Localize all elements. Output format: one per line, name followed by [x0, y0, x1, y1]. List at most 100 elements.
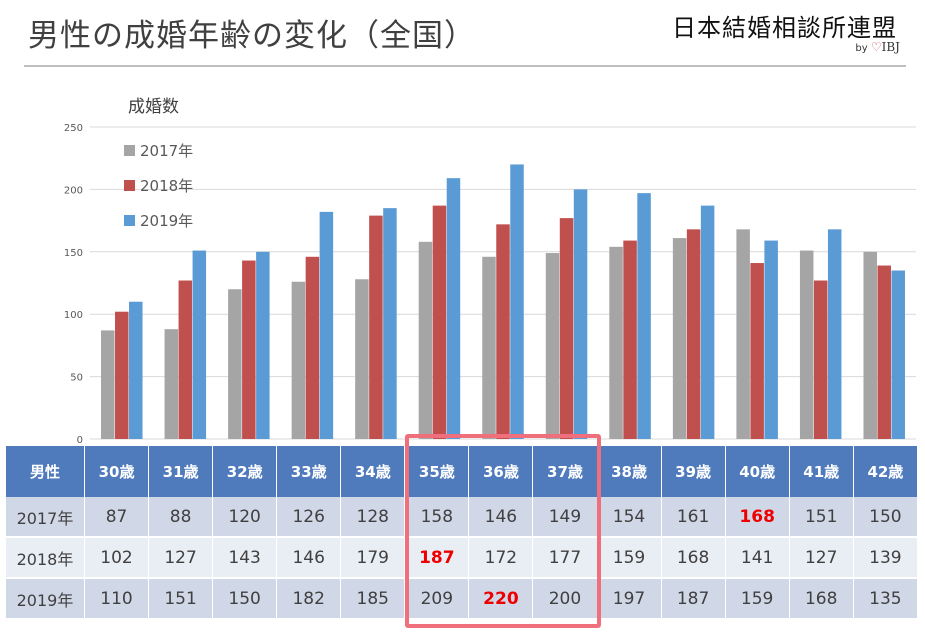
table-cell: 149 [533, 497, 598, 538]
bar-2019年-37歳 [573, 189, 588, 439]
title-divider [24, 65, 906, 67]
bar-2019年-40歳 [764, 240, 778, 439]
table-cell: 126 [277, 497, 342, 538]
table-cell: 209 [405, 579, 470, 620]
bar-2019年-36歳 [510, 164, 524, 439]
table-cell: 146 [277, 538, 342, 579]
page-title: 男性の成婚年齢の変化（全国） [28, 18, 476, 54]
bar-2017年-32歳 [228, 289, 242, 439]
table-cell: 182 [277, 579, 342, 620]
table-cell: 127 [789, 538, 854, 579]
table-cell: 151 [149, 579, 214, 620]
table-cell: 87 [85, 497, 150, 538]
bar-2017年-36歳 [482, 256, 496, 439]
table-cell: 146 [469, 497, 534, 538]
table-column-header: 38歳 [597, 446, 662, 497]
table-row: 2019年 110 151 150 182 185 209 220 200 197 187 159 16… [6, 579, 918, 620]
bar-chart: 0 50 100 150 200 250 成婚数 2017年 2018年 2019年 [64, 97, 916, 444]
table-cell: 172 [469, 538, 534, 579]
logo-text: 日本結婚相談所連盟 [672, 14, 897, 42]
legend-swatch [124, 180, 135, 191]
table-row-label: 2017年 [6, 497, 85, 538]
legend-label: 2017年 [140, 142, 193, 160]
table-row-label: 2018年 [6, 538, 85, 579]
table-cell: 168 [789, 579, 854, 620]
table-cell: 168 [725, 497, 790, 538]
table-row-label: 2019年 [6, 579, 85, 620]
company-logo: 日本結婚相談所連盟 by ♡IBJ [672, 8, 904, 54]
table-column-header: 39歳 [661, 446, 726, 497]
table-column-header: 41歳 [789, 446, 854, 497]
table-cell: 127 [149, 538, 214, 579]
bar-2018年-39歳 [686, 229, 701, 439]
bar-2018年-40歳 [750, 263, 764, 439]
logo-subtext: by ♡IBJ [855, 40, 900, 54]
bar-2018年-42歳 [877, 265, 891, 439]
logo-by: by [855, 43, 868, 54]
bar-2018年-31歳 [178, 280, 193, 439]
legend-label: 2019年 [140, 212, 193, 230]
bar-2017年-31歳 [164, 329, 179, 439]
y-tick-label: 200 [64, 185, 83, 196]
table-header-row: 男性 30歳 31歳 32歳 33歳 34歳 35歳 36歳 37歳 38歳 39歳 40歳 41歳 42… [6, 446, 918, 497]
bar-2019年-41歳 [827, 229, 842, 439]
table-column-header: 36歳 [469, 446, 534, 497]
bar-2017年-30歳 [101, 330, 115, 439]
data-table: 男性 30歳 31歳 32歳 33歳 34歳 35歳 36歳 37歳 38歳 39歳 40歳 41歳 42… [6, 446, 918, 620]
bar-2017年-41歳 [799, 250, 814, 439]
table-cell: 128 [341, 497, 406, 538]
table-cell: 141 [725, 538, 790, 579]
table-cell: 88 [149, 497, 214, 538]
table-cell: 185 [341, 579, 406, 620]
table-column-header: 30歳 [85, 446, 150, 497]
y-tick-label: 100 [64, 310, 83, 321]
bar-2019年-33歳 [319, 211, 334, 439]
table-column-header: 32歳 [213, 446, 278, 497]
table-cell: 151 [789, 497, 854, 538]
table-cell: 120 [213, 497, 278, 538]
table-cell: 158 [405, 497, 470, 538]
table-row: 2017年 87 88 120 126 128 158 146 149 154 161 168 151 1… [6, 497, 918, 538]
bar-2017年-35歳 [418, 241, 433, 439]
bar-2019年-35歳 [446, 178, 461, 439]
y-tick-label: 50 [70, 373, 83, 384]
table-cell: 168 [661, 538, 726, 579]
table-column-header: 35歳 [405, 446, 470, 497]
bar-2018年-30歳 [115, 311, 129, 439]
y-axis-title: 成婚数 [128, 97, 179, 117]
bar-2019年-38歳 [637, 193, 651, 439]
bar-2019年-31歳 [192, 250, 207, 439]
bar-2018年-34歳 [369, 215, 383, 439]
table-body: 2017年 87 88 120 126 128 158 146 149 154 161 168 151 1… [6, 497, 918, 620]
legend-swatch [124, 215, 135, 226]
table-cell: 200 [533, 579, 598, 620]
table-column-header: 34歳 [341, 446, 406, 497]
table-cell: 187 [405, 538, 470, 579]
bar-2017年-33歳 [291, 281, 306, 439]
bar-2017年-39歳 [672, 238, 687, 439]
table-cell: 161 [661, 497, 726, 538]
table-column-header: 31歳 [149, 446, 214, 497]
bar-2018年-38歳 [623, 240, 637, 439]
y-tick-label: 0 [77, 435, 83, 444]
table-column-header: 40歳 [725, 446, 790, 497]
table-column-header: 33歳 [277, 446, 342, 497]
bar-2018年-33歳 [305, 256, 320, 439]
heart-icon: ♡ [870, 40, 882, 54]
table-cell: 177 [533, 538, 598, 579]
bar-2019年-34歳 [383, 208, 397, 439]
bar-2017年-37歳 [545, 253, 560, 439]
bar-2018年-37歳 [559, 218, 574, 439]
table-cell: 220 [469, 579, 534, 620]
table-corner-header: 男性 [6, 446, 85, 497]
bar-2019年-42歳 [891, 270, 905, 439]
bar-2018年-32歳 [242, 260, 256, 439]
table-column-header: 37歳 [533, 446, 598, 497]
table-cell: 159 [597, 538, 662, 579]
bar-2017年-38歳 [609, 246, 623, 439]
bar-2017年-34歳 [355, 279, 369, 439]
bar-2018年-35歳 [432, 205, 447, 439]
y-tick-label: 150 [64, 248, 83, 259]
bar-2019年-39歳 [700, 205, 715, 439]
table-cell: 197 [597, 579, 662, 620]
